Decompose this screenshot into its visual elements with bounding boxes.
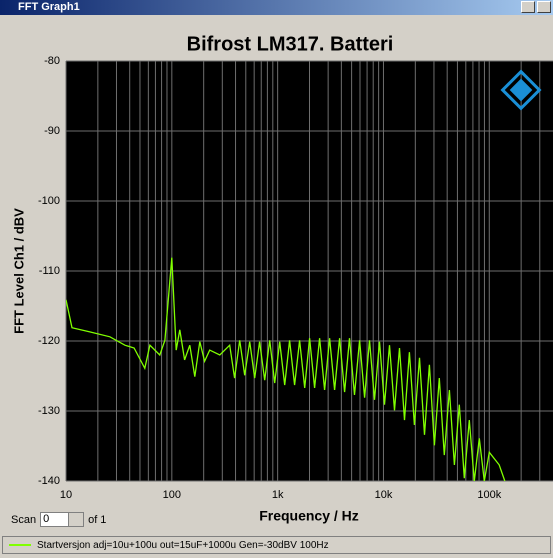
x-axis-label: Frequency / Hz [259,508,359,524]
scan-label: Scan [11,513,37,526]
scan-select[interactable]: 0 [40,512,85,527]
title-bar: FFT Graph1 [0,0,553,15]
traces [66,257,506,481]
y-tick-label: -110 [39,265,60,277]
grid [65,60,553,482]
y-tick-label: -120 [38,335,60,347]
y-tick-label: -100 [38,195,60,207]
scan-control: Scan 0 of 1 [11,512,106,527]
y-tick-label: -130 [38,405,60,417]
maximize-button[interactable] [537,1,551,13]
y-tick-label: -90 [44,125,60,137]
legend-swatch [9,544,31,546]
y-tick-label: -140 [38,475,60,487]
y-axis-label: FFT Level Ch1 / dBV [11,208,26,334]
window-title: FFT Graph1 [18,1,80,13]
y-tick-label: -80 [44,55,60,67]
minimize-button[interactable] [521,1,535,13]
x-tick-label: 10 [60,489,72,501]
window-buttons [521,1,551,13]
x-tick-label: 1k [272,489,284,501]
series-line [66,257,506,481]
x-tick-label: 100 [163,489,181,501]
legend-label: Startversjon adj=10u+100u out=15uF+1000u… [37,539,329,551]
scan-of: of 1 [88,513,107,526]
legend: Startversjon adj=10u+100u out=15uF+1000u… [2,536,551,554]
x-tick-label: 10k [375,489,393,501]
chart-title: Bifrost LM317. Batteri [187,33,394,55]
x-tick-label: 100k [477,489,501,501]
